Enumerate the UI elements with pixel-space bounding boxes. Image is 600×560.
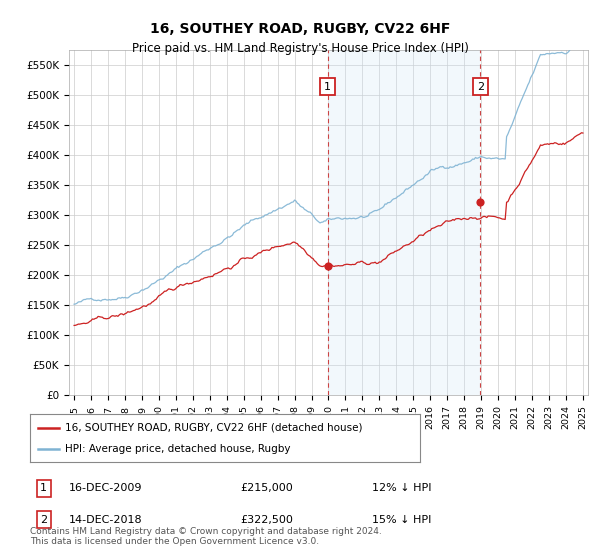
Text: Price paid vs. HM Land Registry's House Price Index (HPI): Price paid vs. HM Land Registry's House … [131,42,469,55]
Text: 16-DEC-2009: 16-DEC-2009 [69,483,143,493]
Text: 2: 2 [477,82,484,92]
Text: 2: 2 [40,515,47,525]
Text: 14-DEC-2018: 14-DEC-2018 [69,515,143,525]
Text: 12% ↓ HPI: 12% ↓ HPI [372,483,431,493]
Text: 15% ↓ HPI: 15% ↓ HPI [372,515,431,525]
Text: HPI: Average price, detached house, Rugby: HPI: Average price, detached house, Rugb… [65,444,290,454]
Bar [328,50,481,395]
Text: £322,500: £322,500 [240,515,293,525]
Text: Contains HM Land Registry data © Crown copyright and database right 2024.
This d: Contains HM Land Registry data © Crown c… [30,526,382,546]
Text: £215,000: £215,000 [240,483,293,493]
Point [323,262,332,270]
Text: 16, SOUTHEY ROAD, RUGBY, CV22 6HF (detached house): 16, SOUTHEY ROAD, RUGBY, CV22 6HF (detac… [65,423,362,433]
Text: 1: 1 [325,82,331,92]
Text: 16, SOUTHEY ROAD, RUGBY, CV22 6HF: 16, SOUTHEY ROAD, RUGBY, CV22 6HF [150,22,450,36]
Text: 1: 1 [40,483,47,493]
Point [476,197,485,206]
